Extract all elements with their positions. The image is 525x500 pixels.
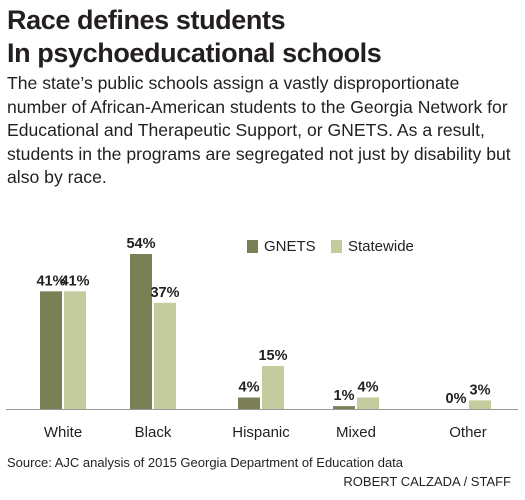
legend-label-statewide: Statewide (348, 238, 414, 255)
bar-statewide-white (64, 291, 86, 409)
bar-gnets-mixed (333, 406, 355, 409)
data-label-statewide-mixed: 4% (358, 380, 379, 396)
source-note: Source: AJC analysis of 2015 Georgia Dep… (7, 455, 404, 470)
data-label-gnets-black: 54% (126, 236, 155, 252)
headline-line-2: In psychoeducational schools (7, 38, 382, 68)
legend-swatch-gnets (247, 240, 258, 253)
data-label-gnets-hispanic: 4% (239, 380, 260, 396)
bar-statewide-other (469, 400, 491, 409)
data-label-statewide-hispanic: 15% (258, 348, 287, 364)
bar-chart: 41%41%White54%37%Black4%15%Hispanic1%4%M… (6, 236, 518, 441)
bar-gnets-white (40, 291, 62, 409)
category-label-white: White (44, 424, 82, 441)
data-label-statewide-black: 37% (150, 285, 179, 301)
data-label-gnets-mixed: 1% (334, 388, 355, 404)
category-label-mixed: Mixed (336, 424, 376, 441)
chart-description: The state’s public schools assign a vast… (7, 73, 511, 187)
legend-swatch-statewide (331, 240, 342, 253)
bar-gnets-black (130, 254, 152, 409)
bar-statewide-hispanic (262, 365, 284, 409)
credit-line: ROBERT CALZADA / STAFF (343, 474, 511, 489)
data-label-statewide-white: 41% (60, 273, 89, 289)
bar-statewide-mixed (357, 397, 379, 409)
bar-statewide-black (154, 302, 176, 409)
category-label-other: Other (449, 424, 487, 441)
headline-line-1: Race defines students (7, 5, 286, 35)
bar-gnets-hispanic (238, 397, 260, 409)
data-label-statewide-other: 3% (470, 382, 491, 398)
category-label-hispanic: Hispanic (232, 424, 290, 441)
category-label-black: Black (135, 424, 172, 441)
legend-label-gnets: GNETS (264, 238, 316, 255)
data-label-gnets-white: 41% (36, 273, 65, 289)
data-label-gnets-other: 0% (446, 391, 467, 407)
chart-headline: Race defines students In psychoeducation… (7, 4, 382, 70)
